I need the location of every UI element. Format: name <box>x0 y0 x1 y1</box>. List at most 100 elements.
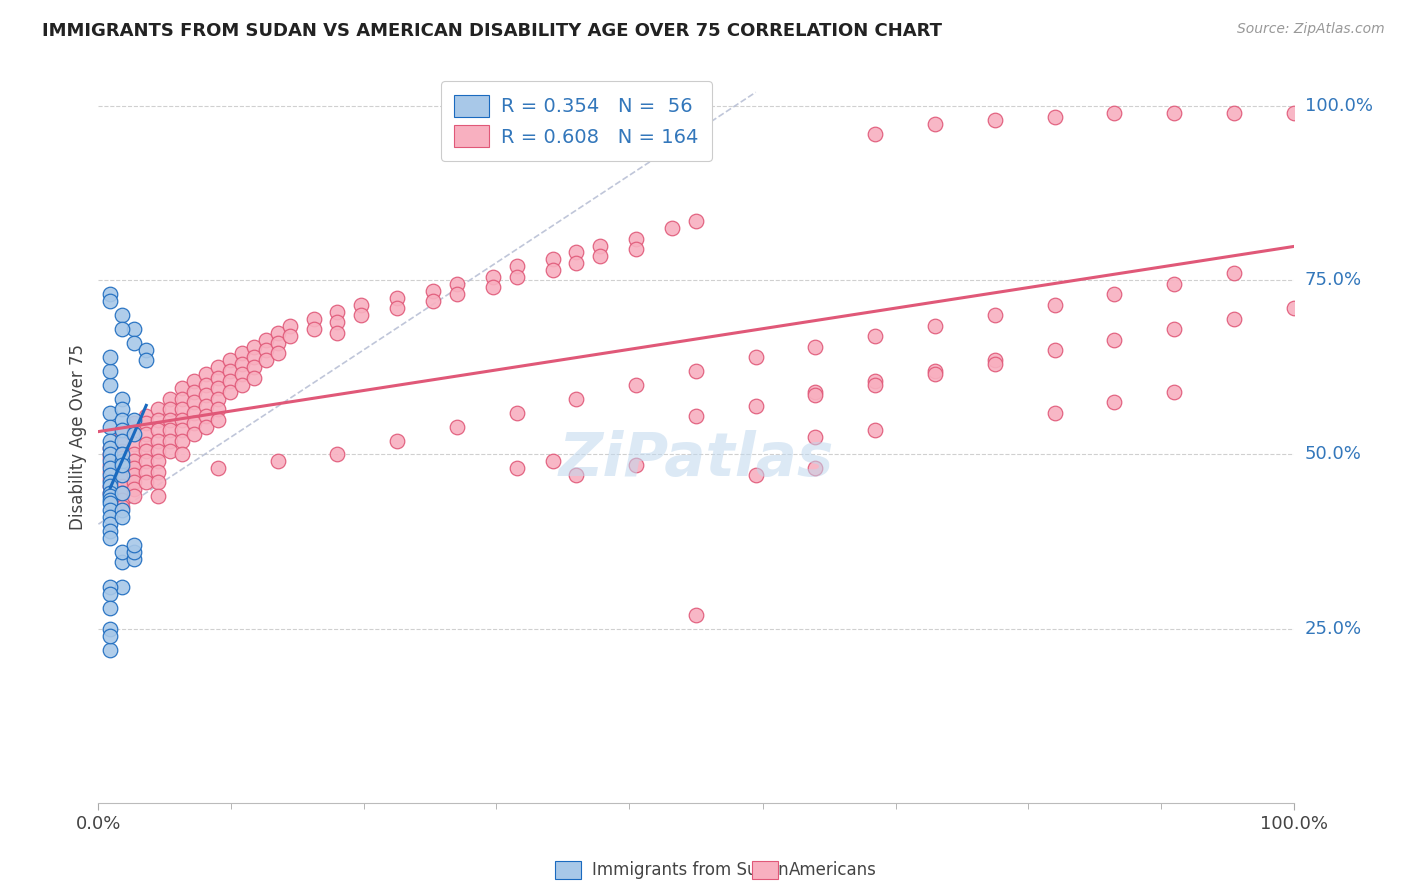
Point <box>98 642 122 657</box>
Text: ZiPatlas: ZiPatlas <box>558 430 834 489</box>
Point <box>111 392 134 406</box>
Point <box>207 402 229 417</box>
Text: Americans: Americans <box>789 861 877 879</box>
Point <box>1223 106 1246 120</box>
Point <box>243 371 266 385</box>
Point <box>159 444 181 458</box>
Point <box>685 607 707 622</box>
Point <box>278 318 301 333</box>
Point <box>565 392 588 406</box>
Point <box>1282 106 1305 120</box>
Point <box>1163 106 1185 120</box>
Point <box>506 269 529 284</box>
Point <box>446 419 468 434</box>
Point <box>565 245 588 260</box>
Point <box>124 437 146 451</box>
Point <box>98 364 122 378</box>
Point <box>111 510 134 524</box>
Point <box>124 461 146 475</box>
Point <box>446 277 468 291</box>
Point <box>207 371 229 385</box>
Point <box>924 117 946 131</box>
Point <box>267 326 290 340</box>
Point <box>98 485 122 500</box>
Point <box>219 384 242 399</box>
Point <box>124 475 146 490</box>
Point <box>1282 301 1305 316</box>
Point <box>98 489 122 503</box>
Point <box>195 368 218 382</box>
Point <box>148 465 170 479</box>
Text: Source: ZipAtlas.com: Source: ZipAtlas.com <box>1237 22 1385 37</box>
Point <box>148 434 170 448</box>
Point <box>1163 384 1185 399</box>
Point <box>124 322 146 336</box>
Point <box>148 444 170 458</box>
Point <box>98 510 122 524</box>
Point <box>172 434 194 448</box>
Point <box>111 458 134 472</box>
Point <box>183 416 205 430</box>
Point <box>589 249 612 263</box>
Point <box>98 458 122 472</box>
Point <box>207 461 229 475</box>
Point <box>135 343 157 357</box>
Point <box>865 127 887 141</box>
Point <box>172 448 194 462</box>
Point <box>159 402 181 417</box>
Point <box>1043 298 1066 312</box>
Point <box>148 412 170 426</box>
Point <box>98 492 122 507</box>
Point <box>183 406 205 420</box>
Point <box>231 368 253 382</box>
Point <box>111 322 134 336</box>
Point <box>267 336 290 351</box>
Point <box>172 381 194 395</box>
Point <box>195 377 218 392</box>
Point <box>124 448 146 462</box>
Point <box>924 318 946 333</box>
Point <box>685 214 707 228</box>
Text: 50.0%: 50.0% <box>1305 445 1361 464</box>
Point <box>482 280 505 294</box>
Point <box>446 287 468 301</box>
Point <box>506 406 529 420</box>
Point <box>111 437 134 451</box>
Point <box>111 479 134 493</box>
Point <box>195 399 218 413</box>
Point <box>254 353 277 368</box>
Point <box>804 384 827 399</box>
Point <box>183 426 205 441</box>
Point <box>98 454 122 468</box>
Point <box>385 434 409 448</box>
Point <box>111 580 134 594</box>
Point <box>482 269 505 284</box>
Point <box>565 256 588 270</box>
Point <box>98 485 122 500</box>
Point <box>745 468 768 483</box>
Point <box>98 441 122 455</box>
Point <box>350 308 373 322</box>
Text: 100.0%: 100.0% <box>1305 97 1372 115</box>
Point <box>98 461 122 475</box>
Point <box>135 454 157 468</box>
Point <box>685 409 707 424</box>
Point <box>326 448 349 462</box>
Point <box>98 419 122 434</box>
Point <box>626 377 648 392</box>
Point <box>124 426 146 441</box>
Point <box>124 454 146 468</box>
Point <box>135 475 157 490</box>
Point <box>172 392 194 406</box>
Point <box>98 580 122 594</box>
Point <box>124 489 146 503</box>
Point <box>124 538 146 552</box>
Point <box>231 357 253 371</box>
Point <box>124 412 146 426</box>
Point <box>111 492 134 507</box>
Point <box>231 377 253 392</box>
Point <box>111 426 134 441</box>
Point <box>541 263 564 277</box>
Point <box>984 353 1007 368</box>
Text: IMMIGRANTS FROM SUDAN VS AMERICAN DISABILITY AGE OVER 75 CORRELATION CHART: IMMIGRANTS FROM SUDAN VS AMERICAN DISABI… <box>42 22 942 40</box>
